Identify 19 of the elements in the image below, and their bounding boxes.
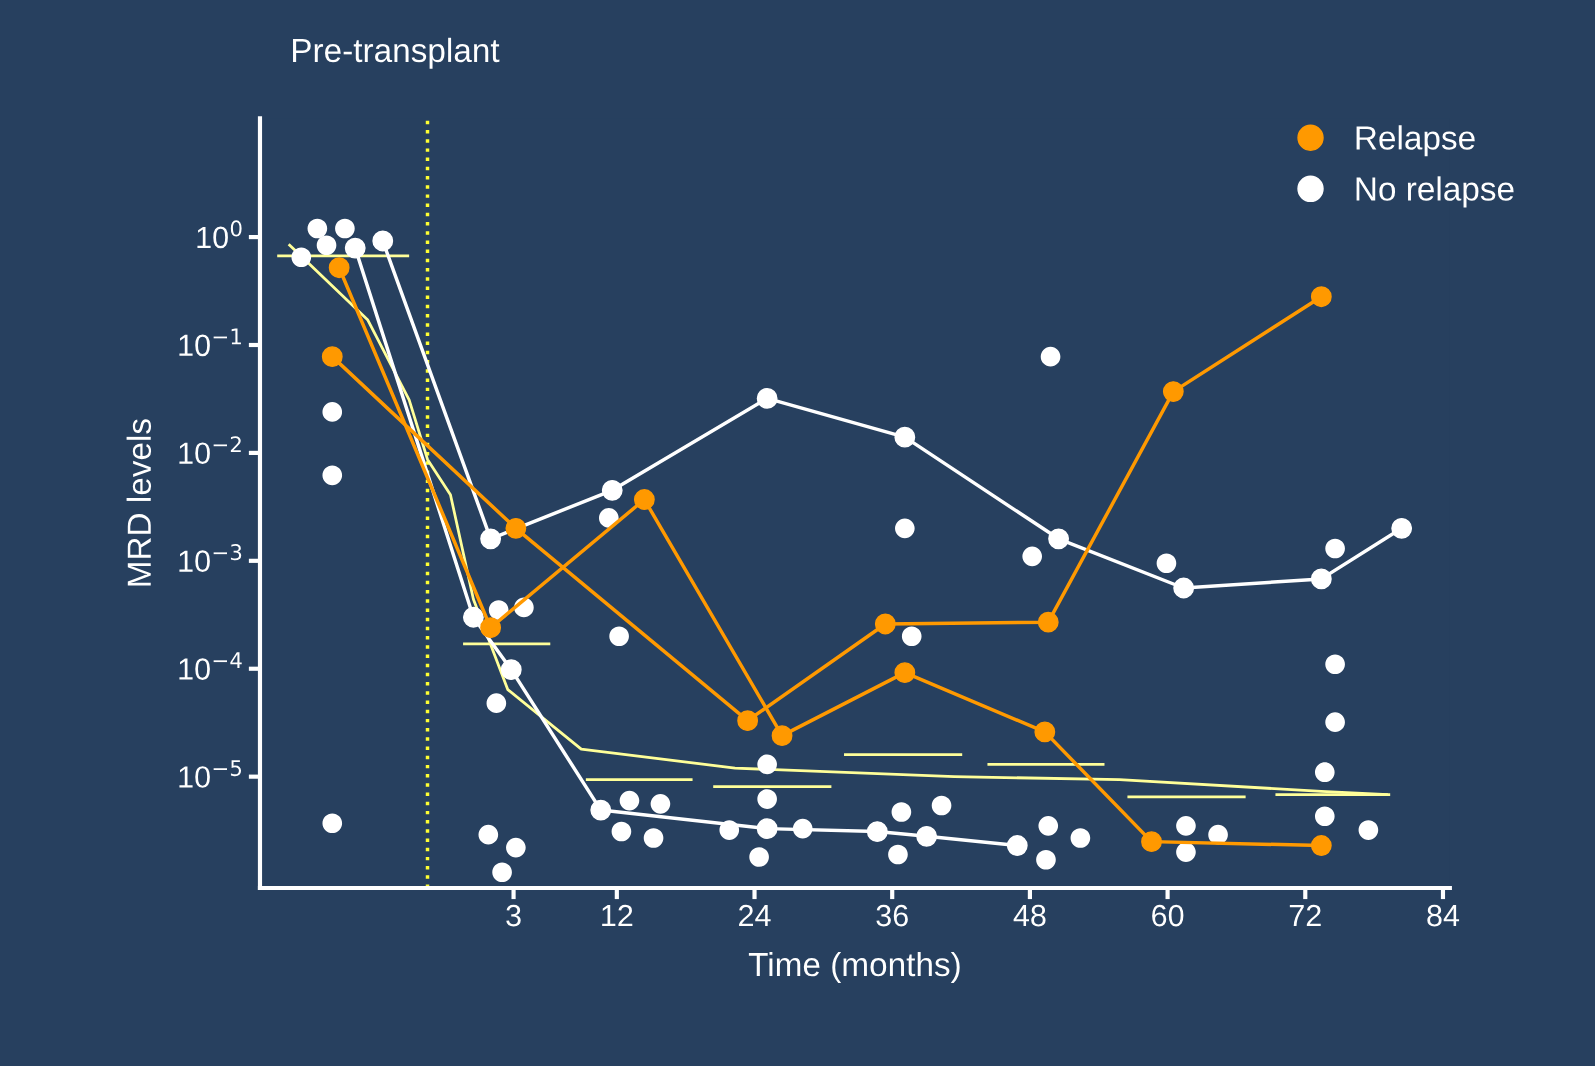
y-axis-title: MRD levels: [126, 419, 152, 586]
legend-label: Relapse: [1356, 125, 1475, 157]
x-tick-label: 3: [506, 904, 521, 927]
text: Pre-transplant: [293, 37, 500, 69]
legend-label: No relapse: [1356, 176, 1514, 208]
y-tick-label: 10$^{0}$: [197, 220, 242, 249]
x-tick-label: 12: [602, 904, 633, 927]
x-tick-label: 36: [876, 904, 908, 927]
x-tick-label: 84: [1427, 904, 1460, 927]
x-tick-label: 60: [1152, 904, 1184, 927]
y-tick-label: 10$^{−3}$: [179, 544, 242, 572]
x-axis-title: Time (months): [748, 951, 960, 983]
y-tick-label: 10$^{−4}$: [179, 652, 242, 680]
y-tick-label: 10$^{−5}$: [179, 760, 242, 788]
x-tick-label: 48: [1013, 904, 1046, 927]
x-tick-label: 24: [739, 904, 771, 927]
y-tick-label: 10$^{−1}$: [179, 328, 241, 357]
x-tick-label: 72: [1289, 904, 1321, 927]
y-tick-label: 10$^{−2}$: [179, 436, 241, 465]
